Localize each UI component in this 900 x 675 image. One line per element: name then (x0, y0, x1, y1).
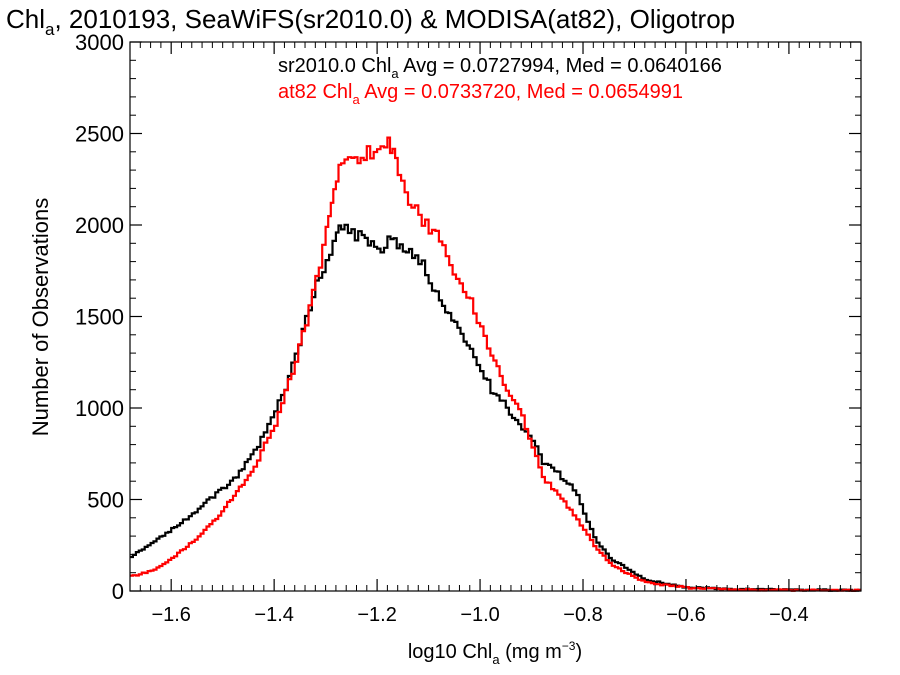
series-line-sr20100 (130, 223, 861, 592)
y-tick-label: 500 (87, 488, 124, 513)
y-tick-label: 3000 (75, 30, 124, 55)
y-tick-label: 1000 (75, 396, 124, 421)
plot-area: 0 500 1000 1500 2000 2500 3000 −1.6 −1.4 −1.2 −1.0… (75, 30, 862, 626)
stats-label-sr2010-post: Avg = 0.0727994, Med = 0.0640166 (399, 55, 722, 77)
x-axis-label: log10 Chla (mg m−3) (408, 639, 582, 667)
chart-title: Chla, 2010193, SeaWiFS(sr2010.0) & MODIS… (6, 4, 735, 39)
x-tick-label: −0.4 (769, 604, 808, 626)
y-tick-label: 0 (112, 579, 124, 604)
x-axis-label-superscript: −3 (562, 639, 576, 653)
x-tick-label: −1.0 (460, 604, 499, 626)
stats-label-at82-post: Avg = 0.0733720, Med = 0.0654991 (360, 81, 683, 103)
chart-title-rest: , 2010193, SeaWiFS(sr2010.0) & MODISA(at… (54, 4, 735, 34)
y-tick-label: 2000 (75, 213, 124, 238)
series-line-at82 (130, 136, 861, 592)
x-tick-label: −0.6 (666, 604, 705, 626)
stats-label-at82-subscript: a (353, 92, 361, 107)
stats-label-sr2010-subscript: a (391, 66, 399, 81)
y-tick-label: 2500 (75, 122, 124, 147)
stats-label-sr2010: sr2010.0 Chla Avg = 0.0727994, Med = 0.0… (278, 55, 722, 81)
stats-label-sr2010-pre: sr2010.0 Chl (278, 55, 391, 77)
x-axis-label-close: ) (575, 641, 582, 663)
chart-title-subscript: a (45, 20, 55, 39)
y-axis-label: Number of Observations (28, 198, 53, 436)
x-tick-label: −0.8 (563, 604, 602, 626)
x-axis-label-main: log10 Chl (408, 641, 493, 663)
x-axis-label-unit: (mg m (500, 641, 562, 663)
x-tick-label: −1.6 (151, 604, 190, 626)
x-tick-label: −1.2 (357, 604, 396, 626)
x-tick-label: −1.4 (254, 604, 293, 626)
stats-label-at82: at82 Chla Avg = 0.0733720, Med = 0.06549… (278, 81, 683, 107)
chart-title-main: Chl (6, 4, 45, 34)
plot-frame (129, 41, 862, 592)
x-axis-label-subscript: a (492, 652, 500, 667)
y-tick-label: 1500 (75, 305, 124, 330)
stats-label-at82-pre: at82 Chl (278, 81, 353, 103)
